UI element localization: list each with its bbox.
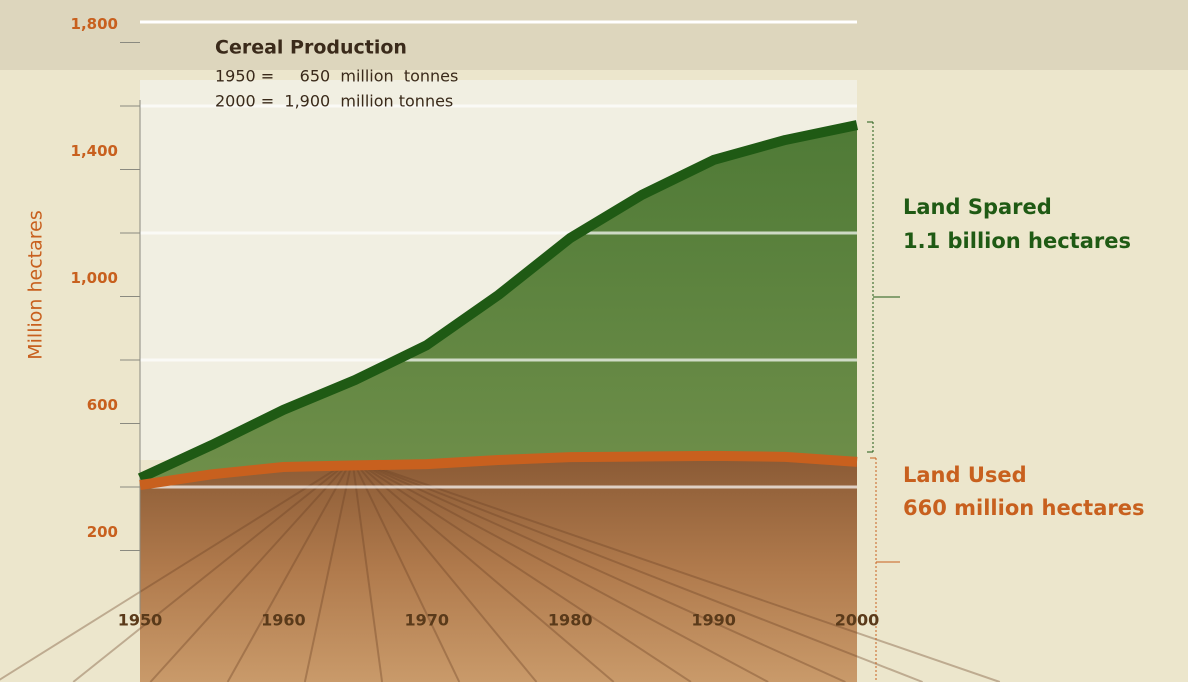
x-tick-label: 1970 (405, 611, 450, 630)
annotation: Land Spared (903, 195, 1052, 219)
subtitle: 1950 = 650 million tonnes (215, 67, 458, 86)
y-tick-label: 1,400 (71, 142, 118, 160)
y-axis-label: Million hectares (25, 210, 47, 359)
chart: Cereal Production 1950 = 650 million ton… (0, 0, 1188, 682)
x-tick-label: 1960 (261, 611, 306, 630)
x-tick-label: 1990 (691, 611, 736, 630)
title: Cereal Production (215, 37, 407, 59)
annotation: Land Used (903, 463, 1027, 487)
y-tick-label: 600 (87, 396, 118, 414)
y-tick-label: 200 (87, 523, 118, 541)
annotation: 1.1 billion hectares (903, 229, 1131, 253)
y-tick-label: 1,800 (71, 15, 118, 33)
x-tick-label: 1980 (548, 611, 593, 630)
top-band (0, 0, 1188, 70)
annotation: 660 million hectares (903, 496, 1144, 520)
x-tick-label: 2000 (835, 611, 880, 630)
x-tick-label: 1950 (118, 611, 163, 630)
y-tick-label: 1,000 (71, 269, 118, 287)
subtitle: 2000 = 1,900 million tonnes (215, 92, 453, 111)
